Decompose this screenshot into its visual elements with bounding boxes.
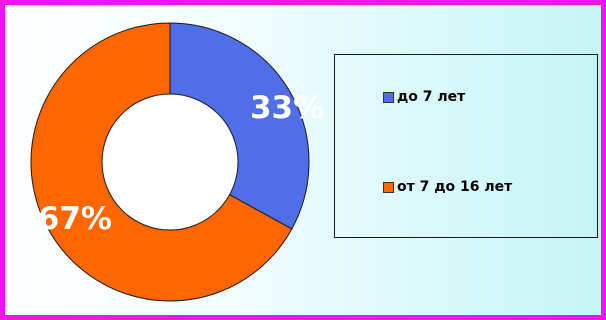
donut-hole bbox=[101, 93, 239, 231]
slice-label-7-to-16: 67% bbox=[38, 201, 112, 237]
legend-label-under-7: до 7 лет bbox=[397, 89, 466, 105]
legend-item-7-to-16: от 7 до 16 лет bbox=[383, 179, 512, 195]
legend-swatch-7-to-16 bbox=[383, 181, 394, 193]
slice-labels: 33% 67% bbox=[38, 90, 324, 237]
legend-item-under-7: до 7 лет bbox=[383, 89, 465, 105]
legend: до 7 лет от 7 до 16 лет bbox=[334, 54, 598, 238]
legend-label-7-to-16: от 7 до 16 лет bbox=[397, 179, 513, 195]
legend-swatch-under-7 bbox=[383, 91, 394, 103]
slice-label-under-7: 33% bbox=[250, 90, 324, 126]
